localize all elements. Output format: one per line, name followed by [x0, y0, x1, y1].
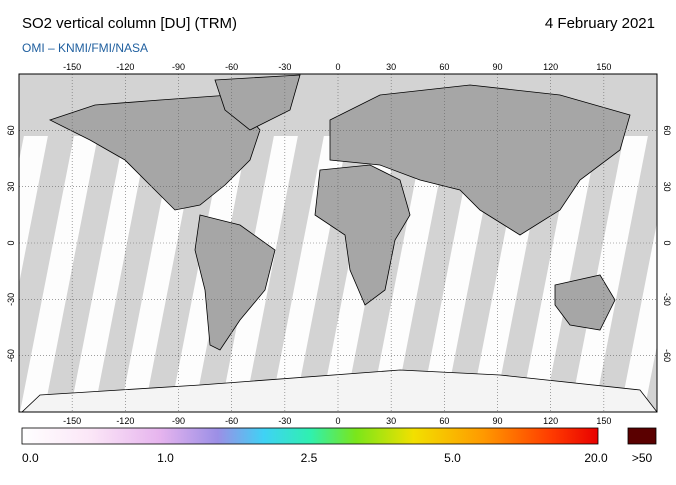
lon-tick-label-top: -90 — [172, 62, 185, 72]
lon-tick-label-top: -120 — [116, 62, 134, 72]
lon-tick-label-bottom: 150 — [596, 416, 611, 426]
swath — [644, 345, 657, 412]
lon-tick-label-bottom: -30 — [278, 416, 291, 426]
swath — [19, 74, 36, 162]
lon-tick-label-top: 90 — [492, 62, 502, 72]
swath — [594, 89, 657, 412]
lon-tick-label-top: 60 — [439, 62, 449, 72]
lon-tick-label-top: -150 — [63, 62, 81, 72]
map-area — [19, 74, 657, 412]
lon-tick-label-bottom: 60 — [439, 416, 449, 426]
greenland — [214, 74, 301, 131]
lat-tick-label-right: 0 — [662, 240, 672, 245]
date: 4 February 2021 — [545, 15, 655, 32]
colorbar — [21, 427, 599, 445]
lon-tick-label-bottom: 30 — [386, 416, 396, 426]
lon-tick-label-top: -60 — [225, 62, 238, 72]
land — [21, 74, 657, 412]
grid — [19, 74, 657, 412]
colorbar-label: 5.0 — [444, 451, 461, 465]
lat-tick-label-left: 60 — [6, 125, 16, 135]
lat-tick-label-left: 0 — [6, 240, 16, 245]
africa — [314, 164, 411, 306]
colorbar-label: 0.0 — [22, 451, 39, 465]
lon-tick-label-top: -30 — [278, 62, 291, 72]
colorbar-label: 20.0 — [584, 451, 608, 465]
australia — [554, 274, 616, 331]
lon-tick-label-bottom: -120 — [116, 416, 134, 426]
lat-tick-label-right: -30 — [662, 293, 672, 306]
lon-tick-label-top: 120 — [543, 62, 558, 72]
ticks: -150 -150 -120 -120 -90 -90 -60 -60 -30 -30 0 0 30 30… — [6, 62, 672, 426]
lon-tick-label-top: 30 — [386, 62, 396, 72]
map-frame — [18, 73, 658, 413]
south-america — [194, 214, 276, 351]
eurasia — [329, 84, 631, 236]
lon-tick-label-bottom: 120 — [543, 416, 558, 426]
title: SO2 vertical column [DU] (TRM) — [22, 15, 237, 32]
lat-tick-label-right: 60 — [662, 125, 672, 135]
colorbar-overflow-label: >50 — [632, 451, 653, 465]
lon-tick-label-bottom: 0 — [335, 416, 340, 426]
source: OMI – KNMI/FMI/NASA — [22, 41, 148, 55]
lon-tick-label-bottom: -90 — [172, 416, 185, 426]
colorbar-labels: 0.0 1.0 2.5 5.0 20.0 — [22, 451, 608, 465]
lon-tick-label-bottom: -150 — [63, 416, 81, 426]
lat-tick-label-right: 30 — [662, 182, 672, 192]
lon-tick-label-bottom: -60 — [225, 416, 238, 426]
antarctica — [21, 369, 657, 412]
lat-tick-label-left: -30 — [6, 293, 16, 306]
lon-tick-label-top: 150 — [596, 62, 611, 72]
lat-tick-label-left: -60 — [6, 349, 16, 362]
colorbar-label: 2.5 — [301, 451, 318, 465]
colorbar-label: 1.0 — [157, 451, 174, 465]
swath — [44, 74, 136, 412]
colorbar-overflow — [627, 427, 657, 445]
lat-tick-label-left: 30 — [6, 182, 16, 192]
lon-tick-label-bottom: 90 — [492, 416, 502, 426]
lat-tick-label-right: -60 — [662, 349, 672, 362]
north-america — [48, 94, 261, 211]
lon-tick-label-top: 0 — [335, 62, 340, 72]
